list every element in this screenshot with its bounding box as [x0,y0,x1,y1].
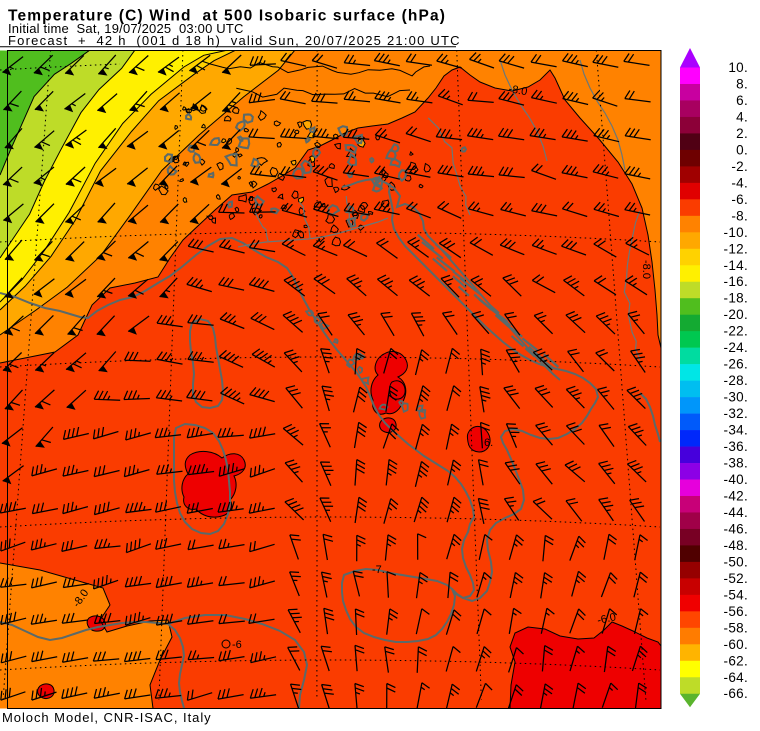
svg-text:-26.: -26. [724,357,748,372]
svg-text:Initial time Sat, 19/07/2025: Initial time Sat, 19/07/2025 03:00 UTC [8,21,244,36]
svg-text:-6.0: -6.0 [596,611,617,627]
svg-text:6.: 6. [484,437,493,449]
svg-text:-36.: -36. [724,439,748,454]
svg-text:-14.: -14. [724,258,748,273]
svg-text:4.: 4. [736,109,748,124]
svg-text:-48.: -48. [724,538,748,553]
svg-text:-60.: -60. [724,637,748,652]
svg-text:-58.: -58. [724,620,748,635]
svg-text:-52.: -52. [724,571,748,586]
svg-text:-18.: -18. [724,291,748,306]
svg-text:-64.: -64. [724,670,748,685]
svg-text:-20.: -20. [724,307,748,322]
svg-text:-44.: -44. [724,505,748,520]
svg-text:-30.: -30. [724,390,748,405]
svg-text:-7.: -7. [372,564,385,576]
svg-text:-42.: -42. [724,488,748,503]
svg-text:0.: 0. [736,142,748,157]
svg-text:-66.: -66. [724,686,748,701]
svg-text:-38.: -38. [724,456,748,471]
svg-text:-50.: -50. [724,554,748,569]
svg-text:-28.: -28. [724,373,748,388]
svg-text:-56.: -56. [724,604,748,619]
svg-text:-4.: -4. [731,175,748,190]
svg-text:Forecast + 42 h (001 d 18 h: Forecast + 42 h (001 d 18 h) valid Sun, … [8,33,461,48]
svg-text:-8.0: -8.0 [507,83,528,98]
svg-text:Temperature (C) Wind at 500 I: Temperature (C) Wind at 500 Isobaric sur… [8,8,446,25]
svg-text:-62.: -62. [724,653,748,668]
svg-text:-8.0: -8.0 [640,260,652,279]
svg-text:8.: 8. [736,76,748,91]
svg-text:-24.: -24. [724,340,748,355]
svg-text:-46.: -46. [724,521,748,536]
svg-text:-6: -6 [232,639,242,651]
svg-text:2.: 2. [736,126,748,141]
svg-text:-40.: -40. [724,472,748,487]
svg-text:-12.: -12. [724,241,748,256]
svg-text:-2.: -2. [731,159,748,174]
svg-text:Moloch Model, CNR-ISAC, Italy: Moloch Model, CNR-ISAC, Italy [2,710,212,725]
svg-text:-54.: -54. [724,587,748,602]
svg-text:-16.: -16. [724,274,748,289]
svg-text:6.: 6. [736,93,748,108]
svg-text:10.: 10. [728,60,748,75]
svg-text:-34.: -34. [724,423,748,438]
svg-text:-22.: -22. [724,324,748,339]
svg-text:-6.: -6. [731,192,748,207]
svg-text:-8.: -8. [731,208,748,223]
svg-text:-10.: -10. [724,225,748,240]
svg-text:-32.: -32. [724,406,748,421]
